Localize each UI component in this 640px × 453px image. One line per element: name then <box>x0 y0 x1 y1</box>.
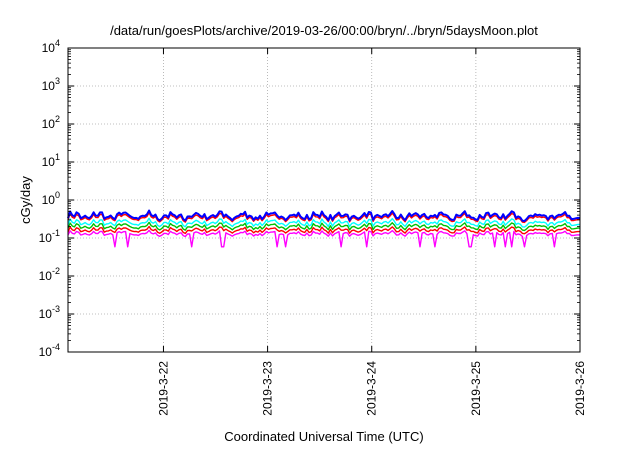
grid-layer <box>68 48 580 352</box>
y-tick-base: 10 <box>42 79 56 93</box>
series-line <box>67 225 580 235</box>
y-tick-exponent: 0 <box>55 190 60 200</box>
x-tick-label: 2019-3-24 <box>365 361 379 416</box>
y-tick-base: 10 <box>39 307 53 321</box>
y-tick-exponent: 2 <box>55 114 60 124</box>
y-tick-label: 10-1 <box>39 228 60 245</box>
y-tick-base: 10 <box>39 231 53 245</box>
tick-layer <box>68 47 581 353</box>
x-tick-label: 2019-3-25 <box>469 361 483 416</box>
series-line <box>67 229 581 248</box>
x-tick-label: 2019-3-23 <box>261 361 275 416</box>
x-axis-label: Coordinated Universal Time (UTC) <box>224 429 423 444</box>
y-tick-base: 10 <box>39 345 53 359</box>
y-tick-base: 10 <box>42 155 56 169</box>
series-layer <box>67 209 581 248</box>
y-tick-label: 102 <box>42 114 60 131</box>
y-tick-base: 10 <box>42 117 56 131</box>
y-tick-label: 104 <box>42 38 60 55</box>
x-tick-label: 2019-3-26 <box>573 361 587 416</box>
y-tick-label: 101 <box>42 152 60 169</box>
y-tick-exponent: -4 <box>52 342 60 352</box>
y-tick-exponent: 3 <box>55 76 60 86</box>
chart-title: /data/run/goesPlots/archive/2019-03-26/0… <box>110 23 538 38</box>
y-tick-exponent: 1 <box>55 152 60 162</box>
series-line <box>67 217 580 228</box>
y-tick-label: 100 <box>42 190 60 207</box>
series-line <box>67 209 581 222</box>
x-tick-label: 2019-3-22 <box>156 361 170 416</box>
series-line <box>67 221 581 232</box>
y-tick-label: 103 <box>42 76 60 93</box>
y-tick-exponent: -3 <box>52 304 60 314</box>
y-tick-base: 10 <box>42 41 56 55</box>
y-tick-exponent: -1 <box>52 228 60 238</box>
y-tick-exponent: -2 <box>52 266 60 276</box>
series-line <box>67 212 580 224</box>
y-tick-base: 10 <box>42 193 56 207</box>
y-tick-label: 10-3 <box>39 304 60 321</box>
y-tick-label: 10-2 <box>39 266 60 283</box>
y-tick-label: 10-4 <box>39 342 60 359</box>
y-tick-exponent: 4 <box>55 38 60 48</box>
y-axis-label: cGy/day <box>18 176 33 224</box>
x-tick-labels: 2019-3-22 2019-3-23 2019-3-24 2019-3-25 2019… <box>156 361 587 416</box>
y-tick-base: 10 <box>39 269 53 283</box>
